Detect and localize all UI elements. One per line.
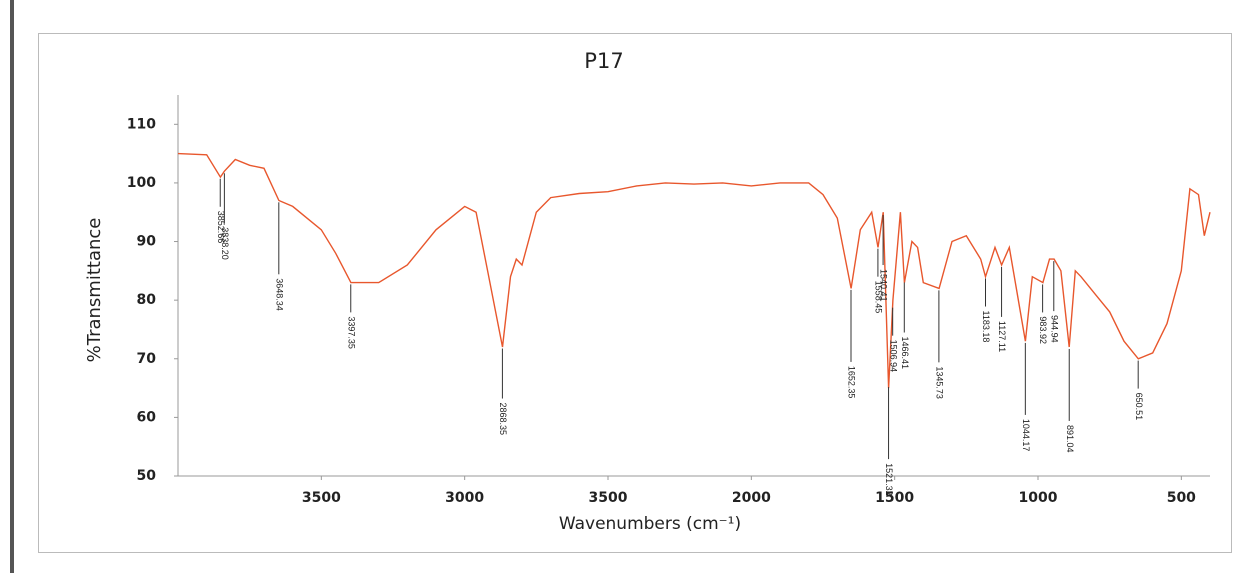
- peak-label: 891.04: [1065, 425, 1075, 453]
- spectrum-line: [177, 152, 1211, 389]
- peak-label: 650.51: [1134, 393, 1144, 421]
- y-tick-label: 50: [137, 468, 157, 484]
- peak-label: 1044.17: [1021, 419, 1031, 452]
- peak-label: 1652.35: [847, 366, 857, 399]
- peak-label: 1127.11: [997, 321, 1007, 352]
- y-tick-label: 100: [127, 175, 156, 191]
- peak-label: 1521.32: [884, 463, 894, 496]
- peak-label: 3852.66: [216, 211, 226, 244]
- peak-label: 1183.18: [981, 311, 991, 343]
- x-tick-label: 1000: [1019, 490, 1058, 506]
- side-bar: [10, 0, 14, 573]
- peak-label: 1466.41: [900, 337, 910, 370]
- x-axis-title: Wavenumbers (cm⁻¹): [559, 514, 741, 534]
- peak-label: 944.94: [1049, 315, 1059, 343]
- peak-label: 1558.45: [874, 281, 884, 314]
- peak-label: 1345.73: [935, 366, 945, 399]
- x-tick-label: 500: [1167, 490, 1196, 506]
- peak-label: 983.92: [1038, 316, 1048, 344]
- y-tick-label: 60: [137, 409, 157, 425]
- peak-label: 3648.34: [274, 278, 284, 311]
- chart-title: P17: [584, 49, 623, 73]
- x-tick-label: 3500: [589, 490, 628, 506]
- x-tick-label: 1500: [875, 490, 914, 506]
- peak-label: 1540.41: [879, 269, 889, 302]
- peak-label: 3397.35: [346, 316, 356, 349]
- peak-label: 1506.94: [888, 340, 898, 373]
- x-tick-label: 2000: [732, 490, 771, 506]
- y-tick-label: 110: [127, 116, 156, 132]
- peak-label: 2868.35: [498, 403, 508, 436]
- y-tick-label: 90: [137, 234, 157, 250]
- frame: [38, 33, 1232, 553]
- y-tick-label: 80: [137, 292, 157, 308]
- peak-label: 3838.20: [220, 227, 230, 260]
- x-tick-label: 3000: [445, 490, 484, 506]
- x-tick-label: 3500: [302, 490, 341, 506]
- y-tick-label: 70: [137, 351, 157, 367]
- y-axis-title: %Transmittance: [84, 218, 105, 363]
